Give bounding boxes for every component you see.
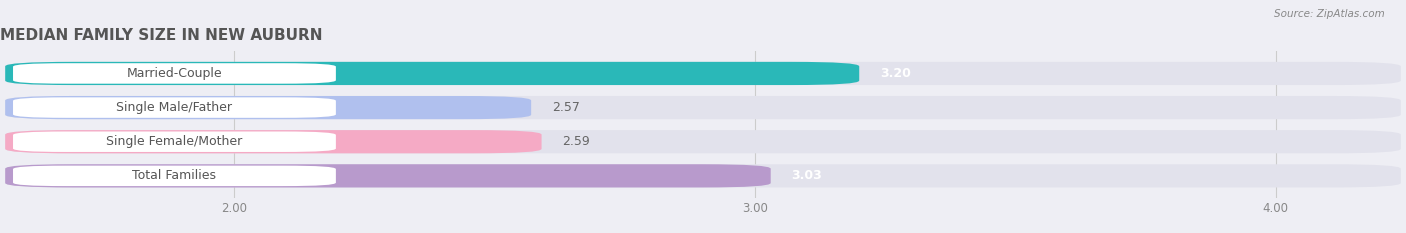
FancyBboxPatch shape [6,130,1400,153]
FancyBboxPatch shape [6,96,1400,119]
Text: 2.59: 2.59 [562,135,591,148]
FancyBboxPatch shape [13,63,336,84]
FancyBboxPatch shape [6,164,1400,188]
Text: Single Male/Father: Single Male/Father [117,101,232,114]
Text: 2.57: 2.57 [553,101,579,114]
FancyBboxPatch shape [6,62,1400,85]
Text: MEDIAN FAMILY SIZE IN NEW AUBURN: MEDIAN FAMILY SIZE IN NEW AUBURN [0,28,322,43]
FancyBboxPatch shape [6,62,859,85]
FancyBboxPatch shape [13,166,336,186]
FancyBboxPatch shape [6,96,531,119]
FancyBboxPatch shape [13,97,336,118]
FancyBboxPatch shape [6,130,541,153]
Text: Total Families: Total Families [132,169,217,182]
FancyBboxPatch shape [6,164,770,188]
Text: 3.03: 3.03 [792,169,823,182]
Text: Source: ZipAtlas.com: Source: ZipAtlas.com [1274,9,1385,19]
Text: Married-Couple: Married-Couple [127,67,222,80]
FancyBboxPatch shape [13,131,336,152]
Text: 3.20: 3.20 [880,67,911,80]
Text: Single Female/Mother: Single Female/Mother [107,135,243,148]
